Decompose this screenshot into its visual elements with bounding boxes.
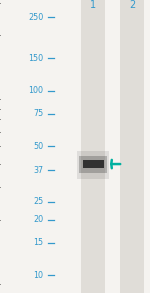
Bar bbox=[77, 151, 109, 180]
Text: 1: 1 bbox=[90, 0, 96, 10]
Text: 50: 50 bbox=[33, 142, 43, 151]
Text: 25: 25 bbox=[33, 197, 43, 206]
Bar bbox=[81, 0, 105, 293]
Bar bbox=[82, 160, 103, 168]
Bar bbox=[79, 156, 107, 173]
Text: 20: 20 bbox=[33, 215, 43, 224]
Text: 2: 2 bbox=[129, 0, 135, 10]
Bar bbox=[120, 0, 144, 293]
Text: 75: 75 bbox=[33, 109, 43, 118]
Text: 150: 150 bbox=[28, 54, 44, 63]
Text: 250: 250 bbox=[28, 13, 44, 22]
Text: 15: 15 bbox=[33, 238, 43, 247]
Text: 100: 100 bbox=[28, 86, 44, 95]
Text: 37: 37 bbox=[33, 166, 43, 175]
Text: 10: 10 bbox=[33, 271, 44, 280]
